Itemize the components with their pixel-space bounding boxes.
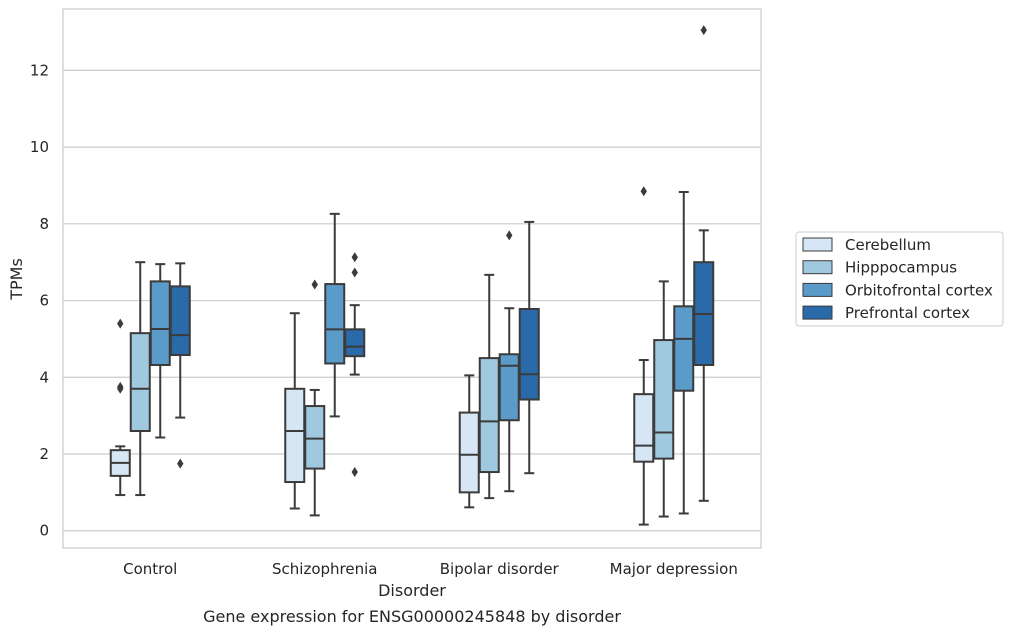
x-tick-label: Schizophrenia [272,560,377,578]
legend-swatch [802,282,833,297]
box-plot [653,280,675,518]
box-body [169,285,191,357]
legend-swatch [802,260,833,275]
x-tick-label: Bipolar disorder [440,560,560,578]
box-body [633,393,655,463]
legend-label: Prefrontal cortex [845,304,970,322]
box-plot [149,263,171,439]
box-plot [518,220,540,475]
y-tick-label: 6 [39,292,49,310]
legend-frame [795,231,1004,327]
box-plot [633,186,655,526]
box-body [498,353,520,422]
y-axis-title: TPMs [7,258,26,301]
outlier-marker [351,252,358,263]
y-tick-label: 10 [30,138,49,156]
box-plot [129,261,151,497]
outlier-marker [351,467,358,478]
box-body [344,328,366,358]
x-tick-label: Major depression [610,560,738,578]
y-tick-label: 0 [39,522,49,540]
y-tick-labels: 0 2 4 6 8 10 12 [30,61,49,539]
box-body [478,357,500,474]
legend-label: Hipppocampus [845,259,957,277]
legend-items: Cerebellum Hipppocampus Orbitofrontal cort… [802,236,993,322]
box-body [518,307,540,401]
x-axis-title: Disorder [378,581,446,600]
chart-caption: Gene expression for ENSG00000245848 by d… [203,607,621,626]
box-plot [478,273,500,500]
x-tick-label: Control [123,560,177,578]
outlier-marker [117,318,124,329]
outlier-marker [506,230,513,241]
outlier-marker [311,279,318,290]
box-plot [109,318,131,497]
outlier-marker [177,458,184,469]
legend: Cerebellum Hipppocampus Orbitofrontal cort… [795,231,1004,327]
plot-frame [62,8,762,549]
outlier-marker [700,25,707,36]
box-body [129,332,151,432]
outlier-marker [117,381,124,392]
legend-swatch [802,237,833,252]
box-body [458,411,480,494]
legend-label: Orbitofrontal cortex [845,281,993,299]
box-body [653,339,675,460]
box-layer [109,25,715,526]
outlier-marker [640,186,647,197]
box-body [673,305,695,392]
box-plot [304,279,326,517]
y-tick-label: 4 [39,368,49,386]
outlier-marker [351,267,358,278]
y-tick-label: 12 [30,61,49,79]
box-body [304,405,326,470]
box-plot [458,374,480,509]
x-tick-labels: Control Schizophrenia Bipolar disorder Majo… [123,560,738,578]
legend-swatch [802,305,833,320]
box-plot [169,262,191,469]
box-plot [498,230,520,493]
legend-label: Cerebellum [845,236,931,254]
box-plot [673,190,695,515]
box-plot [284,312,306,510]
box-body [149,280,171,367]
box-body [284,387,306,484]
box-body [324,283,346,365]
box-plot [324,212,346,418]
y-tick-label: 8 [39,215,49,233]
box-plot [693,25,715,502]
box-plot [344,252,366,478]
y-tick-label: 2 [39,445,49,463]
